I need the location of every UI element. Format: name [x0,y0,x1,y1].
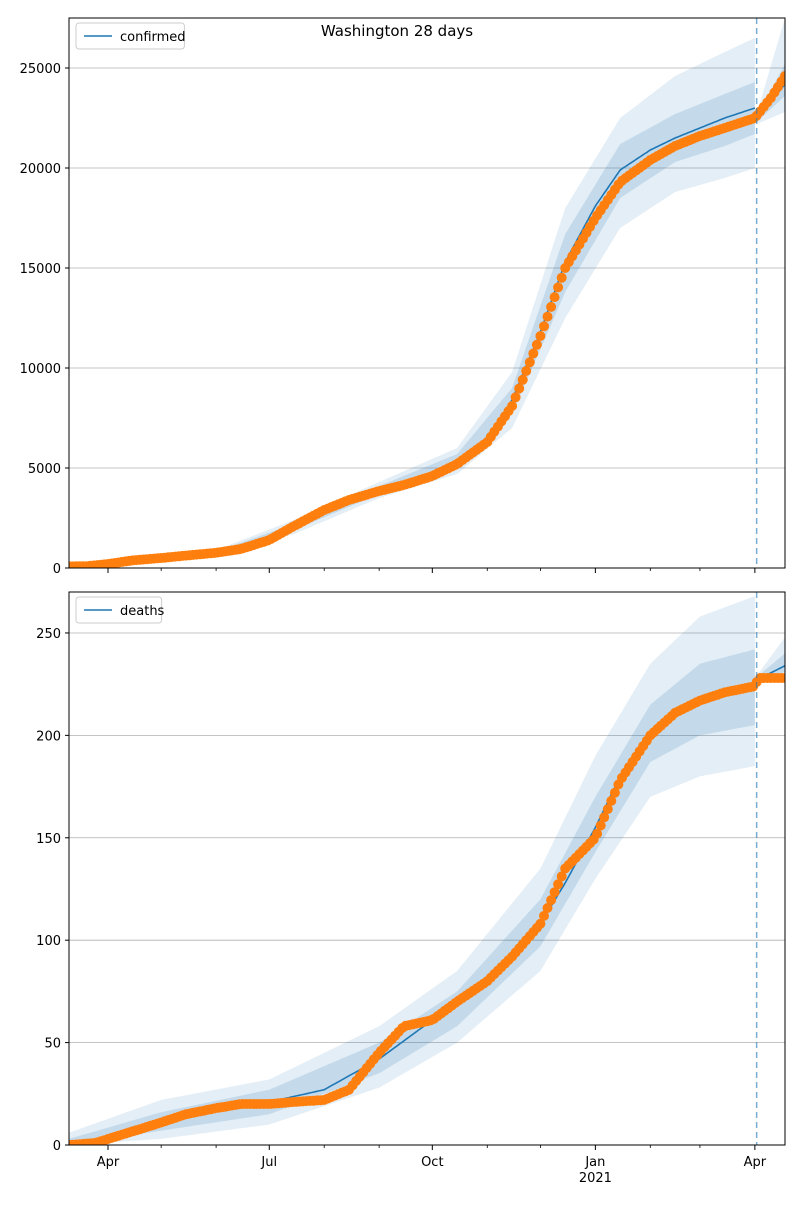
uncertainty-band-inner [69,649,755,1145]
observed-point [510,392,521,403]
observed-point [535,918,546,929]
axes-frame [68,17,786,569]
legend-label: confirmed [120,30,186,45]
legend-box [75,596,163,624]
axes-frame [68,591,786,1146]
uncertainty-band-outer [69,596,755,1145]
y-tick-label: 0 [53,562,61,577]
observed-point [521,366,532,376]
x-tick-label: Oct [421,1155,443,1170]
observed-point [524,357,535,368]
uncertainty-band-inner [69,82,755,568]
legend-box [75,22,185,50]
y-tick-label: 25000 [20,62,61,77]
x-tick-label: Jan [584,1155,605,1170]
uncertainty-band-outer [69,38,755,568]
observed-point [556,272,567,283]
legend-label: deaths [120,604,165,619]
y-tick-label: 200 [36,729,61,744]
y-tick-label: 0 [53,1139,61,1154]
observed-point [539,321,549,332]
observed-point [609,787,620,798]
observed-point [592,828,603,839]
observed-point [553,879,564,890]
observed-point [549,292,560,303]
observed-point [507,401,518,411]
chart-title: Washington 28 days [321,22,473,40]
observed-point [514,383,525,394]
y-tick-label: 5000 [28,462,61,477]
uncertainty-band-outer [756,637,785,683]
observed-point [528,348,539,359]
observed-point [606,795,617,806]
y-tick-label: 250 [36,627,61,642]
uncertainty-band-outer [756,18,785,124]
x-tick-label: Jul [260,1155,277,1170]
observed-point [517,374,528,385]
y-tick-label: 20000 [20,162,61,177]
observed-point [539,910,549,921]
observed-point [595,820,606,831]
observed-point [546,301,557,312]
observed-point [549,887,560,898]
observed-point [542,311,553,322]
observed-point [556,871,567,882]
plot-area [69,18,785,568]
observed-point [780,673,785,683]
observed-point [546,895,557,906]
observed-point [602,804,613,815]
x-tick-label: Apr [97,1155,120,1170]
confirmed-panel: 0 5000 10000 15000 20000 25000 confirmed [20,17,786,577]
x-tick-sublabel: 2021 [579,1171,612,1186]
observed-point [553,282,564,293]
y-tick-label: 15000 [20,262,61,277]
y-tick-label: 50 [44,1037,61,1052]
x-tick-label: Apr [744,1155,767,1170]
y-tick-label: 10000 [20,362,61,377]
observed-point [542,903,553,913]
observed-point [535,331,546,341]
plot-area [69,596,785,1145]
observed-point [780,71,785,81]
y-tick-label: 100 [36,934,61,949]
y-tick-label: 150 [36,832,61,847]
observed-point [531,339,542,350]
observed-point [599,812,610,823]
